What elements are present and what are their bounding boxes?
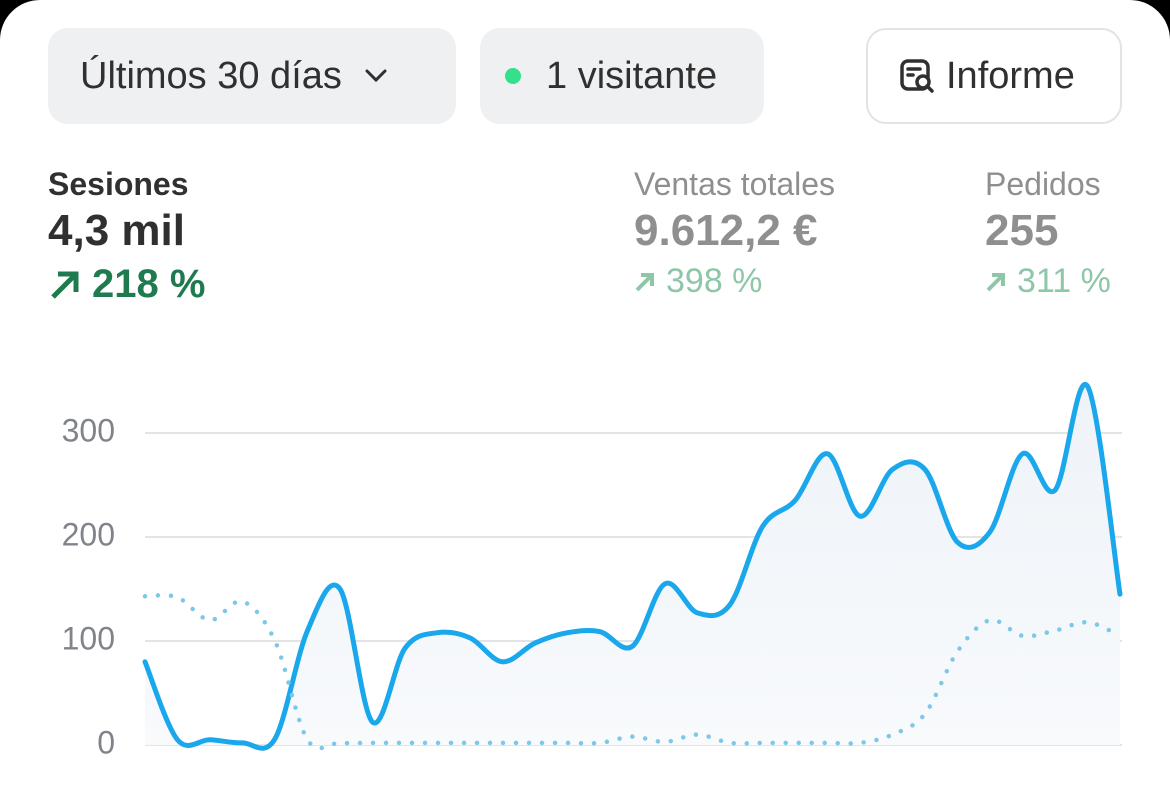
- metric-label: Pedidos: [985, 166, 1101, 202]
- chart: 0 100 200 300: [62, 381, 1123, 760]
- comparison-line: [142, 593, 1123, 751]
- report-text: Informe: [946, 54, 1075, 97]
- metric-value: 4,3 mil: [48, 206, 185, 255]
- change-text: 311 %: [1017, 262, 1111, 300]
- visitors-button[interactable]: 1 visitante: [480, 28, 764, 124]
- live-dot: [505, 68, 521, 84]
- arrow-icon: [635, 272, 654, 291]
- metric-change: 311 %: [985, 262, 1111, 301]
- y-tick-label: 300: [62, 412, 115, 448]
- metric[interactable]: Pedidos 255 311 %: [985, 166, 1111, 301]
- y-tick-label: 200: [62, 516, 115, 552]
- y-tick-label: 0: [97, 724, 115, 760]
- metric-change: 218 %: [48, 262, 205, 307]
- report-button[interactable]: Informe: [866, 28, 1122, 124]
- chevron-icon: [365, 69, 387, 83]
- metric-label: Ventas totales: [634, 166, 836, 202]
- metric-label: Sesiones: [48, 166, 189, 202]
- visitors-text: 1 visitante: [546, 54, 718, 97]
- period-button[interactable]: Últimos 30 días: [48, 28, 456, 124]
- metric-value: 9.612,2 €: [634, 206, 818, 255]
- metric[interactable]: Sesiones 4,3 mil 218 %: [48, 166, 205, 307]
- period-text: Últimos 30 días: [80, 54, 342, 97]
- metric-change: 398 %: [634, 262, 835, 301]
- change-text: 218 %: [92, 262, 206, 306]
- metric-value: 255: [985, 206, 1059, 255]
- report-icon: [900, 59, 934, 93]
- y-tick-label: 100: [62, 620, 115, 656]
- series-line: [142, 381, 1123, 751]
- change-text: 398 %: [666, 262, 763, 300]
- metric[interactable]: Ventas totales 9.612,2 € 398 %: [634, 166, 835, 301]
- area-fill: [145, 384, 1120, 749]
- arrow-icon: [51, 271, 79, 299]
- arrow-icon: [986, 272, 1005, 291]
